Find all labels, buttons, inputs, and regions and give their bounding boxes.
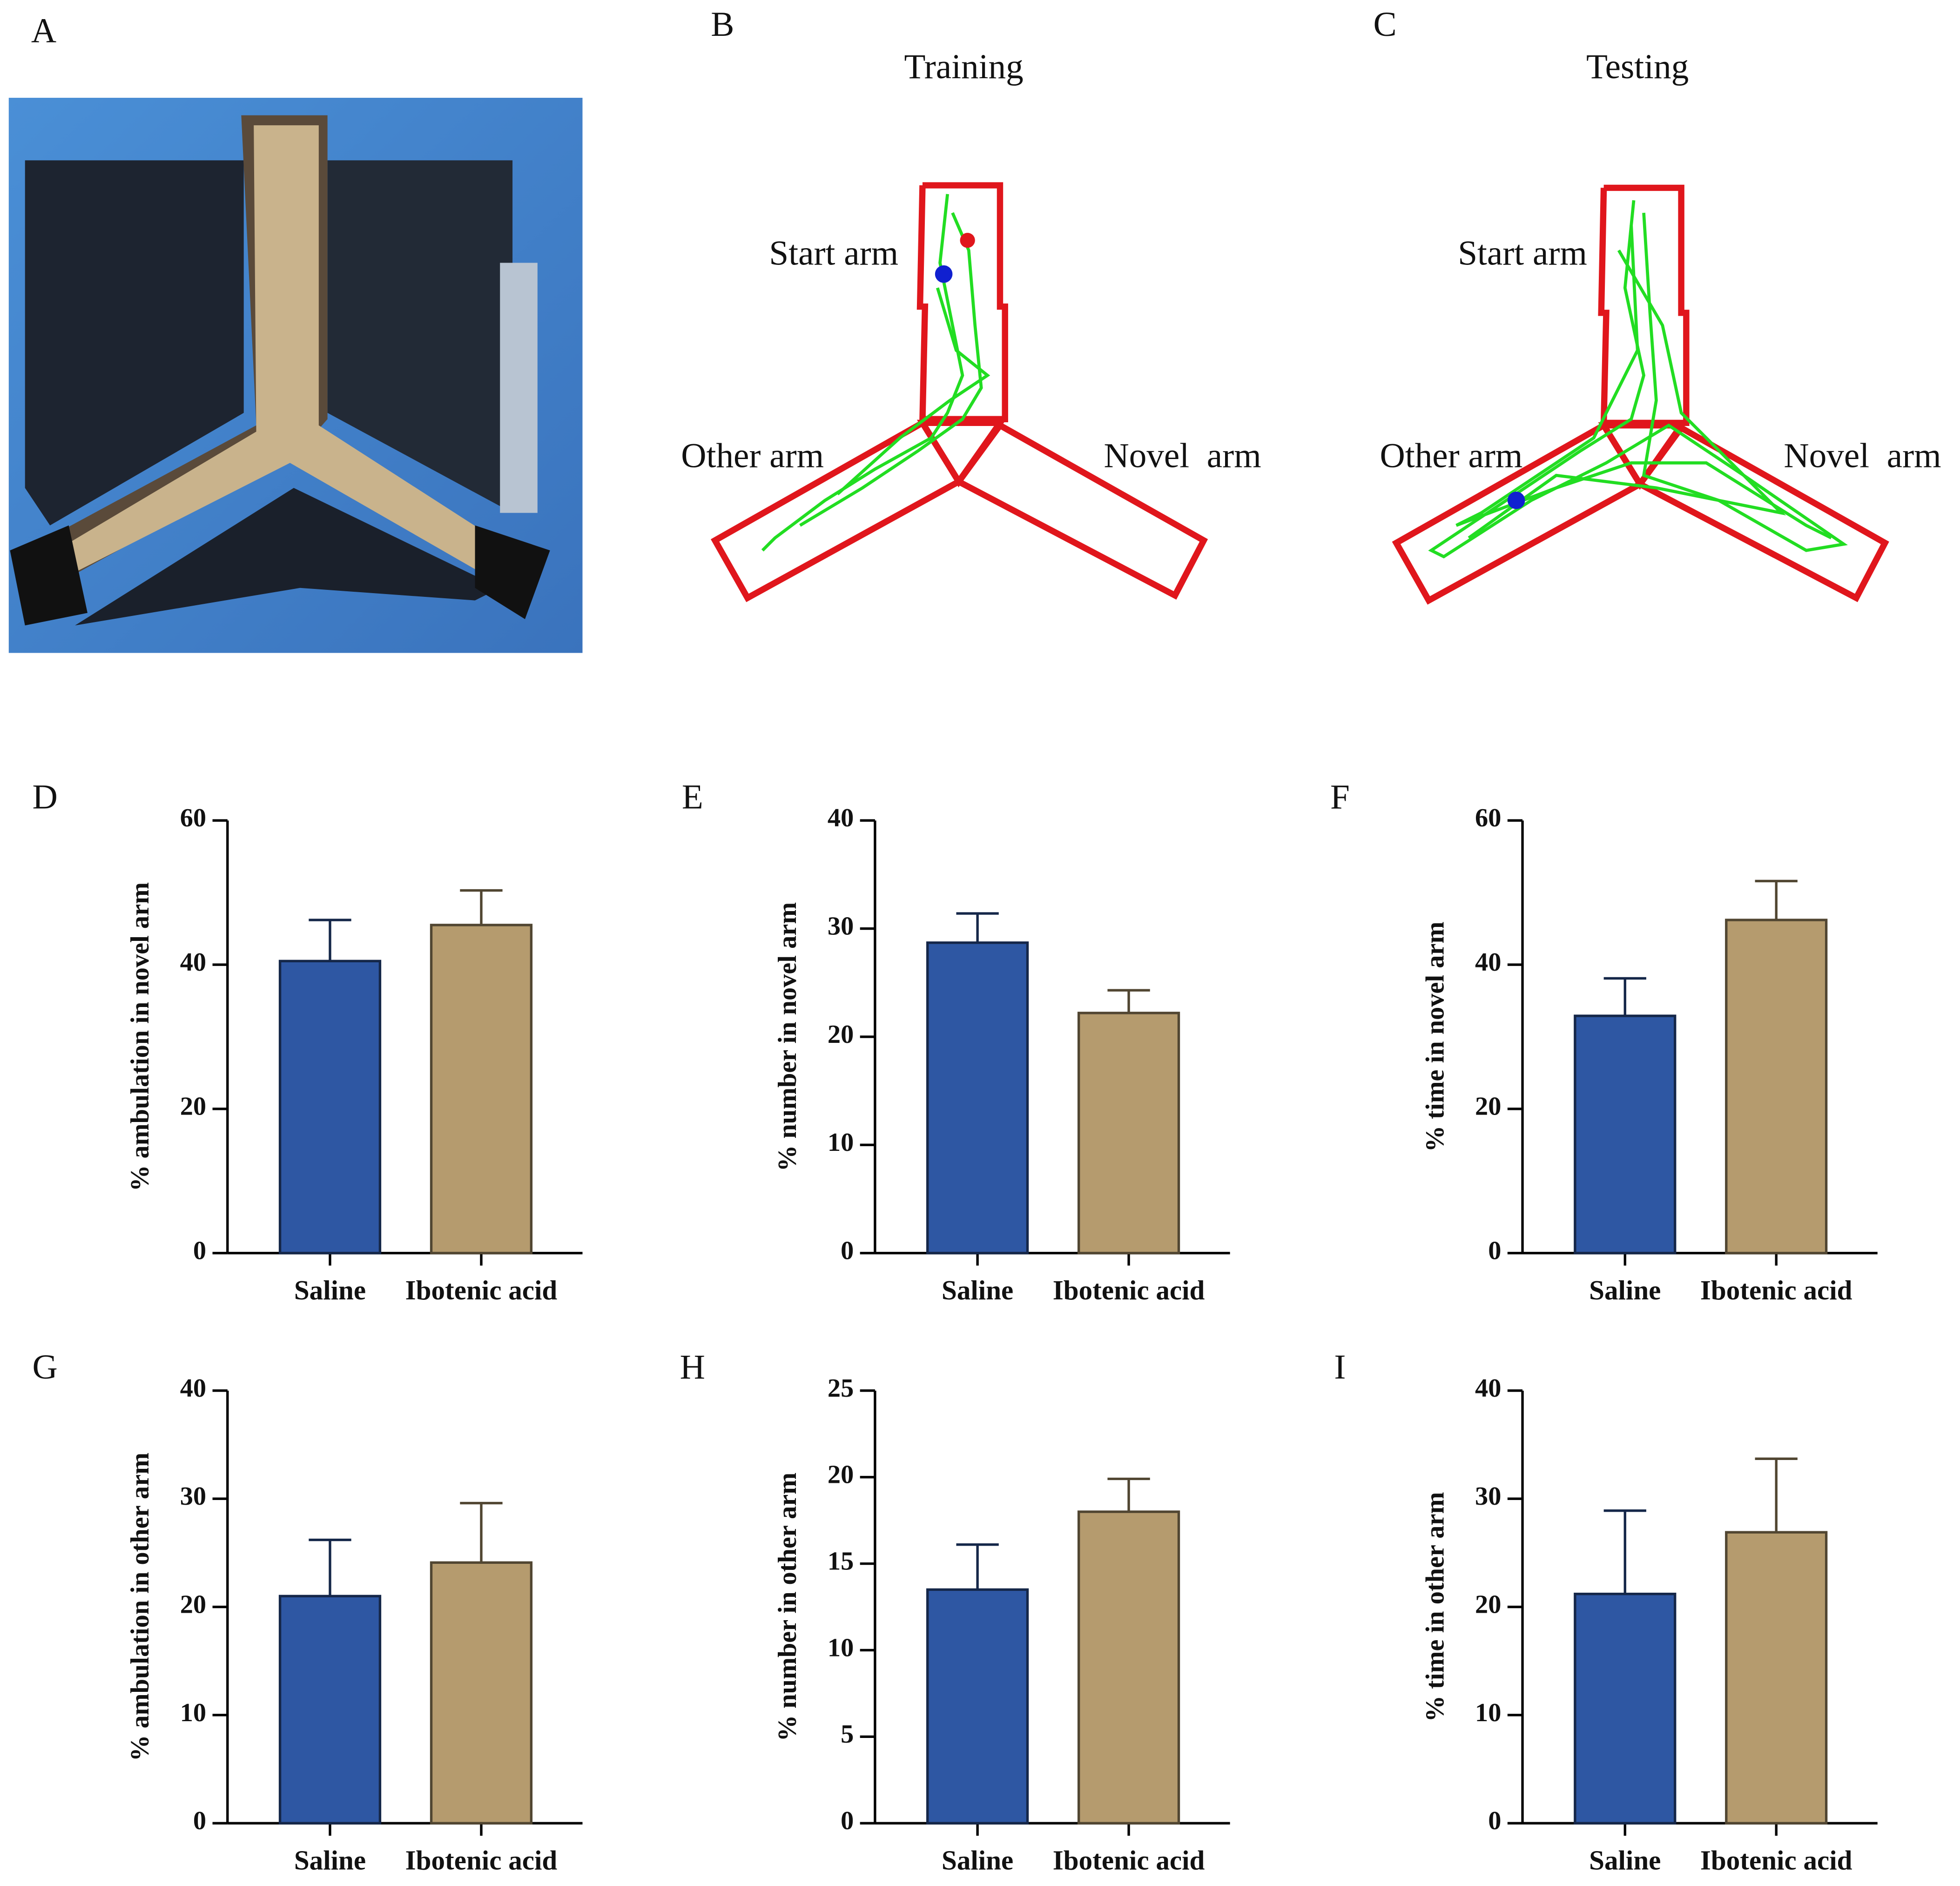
- bar-chart: H % number in other arm 0 5 10 15 20 25 Saline Ib…: [680, 1348, 1230, 1876]
- y-tick-label: 10: [828, 1633, 854, 1662]
- panel-label: H: [680, 1348, 705, 1386]
- y-tick-label: 15: [828, 1547, 854, 1576]
- trace: [761, 194, 990, 552]
- y-tick-label: 0: [841, 1236, 854, 1265]
- y-tick-label: 0: [1488, 1806, 1501, 1835]
- y-tick-label: 5: [841, 1720, 854, 1749]
- y-tick-label: 0: [193, 1236, 206, 1265]
- x-tick-label: Ibotenic acid: [1053, 1845, 1205, 1876]
- panel-title: Testing: [1586, 47, 1689, 86]
- y-tick-label: 10: [180, 1698, 206, 1727]
- y-axis-label: % number in novel arm: [773, 902, 802, 1171]
- x-tick-label: Saline: [294, 1845, 366, 1876]
- y-tick-label: 40: [1475, 1374, 1501, 1403]
- bar: [1077, 1012, 1180, 1255]
- x-tick-label: Saline: [942, 1845, 1013, 1876]
- bar: [926, 1588, 1029, 1825]
- maze-track: [1392, 184, 1889, 605]
- x-tick-label: Saline: [1589, 1845, 1661, 1876]
- arm-label: Start arm: [1458, 234, 1587, 272]
- y-tick-label: 0: [193, 1806, 206, 1835]
- y-axis-label: % ambulation in other arm: [126, 1453, 155, 1761]
- x-tick-label: Ibotenic acid: [405, 1845, 558, 1876]
- y-tick-label: 0: [841, 1806, 854, 1835]
- panel-label: E: [682, 778, 703, 817]
- bar-chart: I % time in other arm 0 10 20 30 40 Saline Ibote…: [1334, 1348, 1878, 1876]
- arm-label: Other arm: [681, 436, 824, 475]
- bar-chart: G % ambulation in other arm 0 10 20 30 40 Salin…: [33, 1348, 583, 1876]
- y-tick-label: 40: [180, 948, 206, 977]
- y-tick-label: 30: [180, 1482, 206, 1511]
- y-tick-label: 40: [180, 1374, 206, 1403]
- panel-label: F: [1330, 778, 1350, 817]
- y-tick-label: 20: [1475, 1590, 1501, 1619]
- maze-photo: [8, 98, 583, 653]
- y-tick-label: 30: [828, 912, 854, 941]
- panel-title: Training: [904, 47, 1023, 86]
- bar: [278, 1595, 382, 1825]
- bar: [1574, 1592, 1677, 1825]
- bar-chart: D % ambulation in novel arm 0 20 40 60 Saline I…: [33, 778, 583, 1305]
- y-tick-label: 20: [180, 1590, 206, 1619]
- x-tick-label: Ibotenic acid: [1053, 1275, 1205, 1305]
- y-tick-label: 40: [1475, 948, 1501, 977]
- x-tick-label: Saline: [1589, 1275, 1661, 1305]
- y-tick-label: 10: [828, 1128, 854, 1157]
- x-tick-label: Ibotenic acid: [1700, 1275, 1852, 1305]
- y-tick-label: 0: [1488, 1236, 1501, 1265]
- panel-label: D: [33, 778, 58, 817]
- arm-label: Novel arm: [1784, 436, 1941, 475]
- bar: [1725, 919, 1828, 1255]
- bar: [430, 924, 533, 1255]
- y-tick-label: 10: [1475, 1698, 1501, 1727]
- arm-label: Novel arm: [1104, 436, 1261, 475]
- y-tick-label: 60: [180, 804, 206, 832]
- bar: [1574, 1014, 1677, 1255]
- y-tick-label: 30: [1475, 1482, 1501, 1511]
- y-tick-label: 20: [828, 1020, 854, 1049]
- bar: [430, 1561, 533, 1825]
- arm-label: Other arm: [1380, 436, 1523, 475]
- y-tick-label: 40: [828, 804, 854, 832]
- panel-label: A: [31, 11, 56, 50]
- bar-chart: F % time in novel arm 0 20 40 60 Saline Iboteni…: [1330, 778, 1878, 1305]
- y-tick-label: 60: [1475, 804, 1501, 832]
- y-tick-label: 20: [1475, 1092, 1501, 1121]
- bar-chart: E % number in novel arm 0 10 20 30 40 Saline Ibo…: [682, 778, 1230, 1305]
- panel-label: C: [1374, 5, 1397, 44]
- x-tick-label: Ibotenic acid: [1700, 1845, 1852, 1876]
- bar: [278, 960, 382, 1255]
- x-tick-label: Ibotenic acid: [405, 1275, 558, 1305]
- bar: [926, 941, 1029, 1255]
- y-tick-label: 20: [180, 1092, 206, 1121]
- bar: [1725, 1531, 1828, 1825]
- panel-label: I: [1334, 1348, 1346, 1386]
- y-tick-label: 20: [828, 1460, 854, 1489]
- y-tick-label: 25: [828, 1374, 854, 1403]
- x-tick-label: Saline: [942, 1275, 1013, 1305]
- panel-label: B: [711, 5, 734, 44]
- x-tick-label: Saline: [294, 1275, 366, 1305]
- y-axis-label: % ambulation in novel arm: [126, 882, 155, 1191]
- arm-label: Start arm: [769, 234, 898, 272]
- y-axis-label: % time in novel arm: [1421, 922, 1449, 1152]
- maze-track: [711, 182, 1208, 602]
- bar: [1077, 1510, 1180, 1825]
- y-axis-label: % number in other arm: [773, 1473, 802, 1741]
- y-axis-label: % time in other arm: [1421, 1492, 1449, 1722]
- panel-label: G: [33, 1348, 58, 1386]
